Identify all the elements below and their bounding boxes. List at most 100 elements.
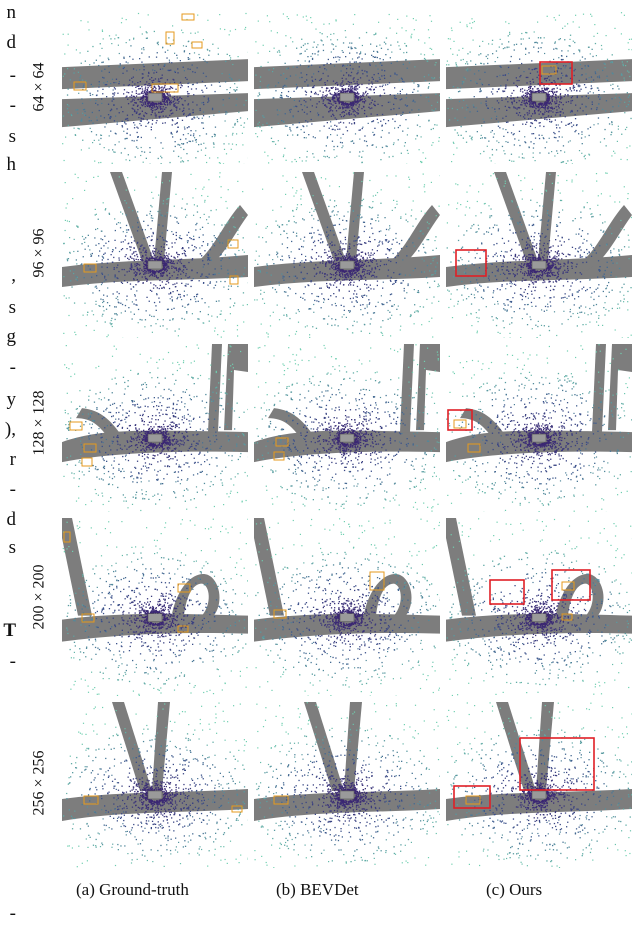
margin-char: r (9, 449, 16, 470)
detection-box (177, 625, 189, 633)
detection-box (63, 531, 71, 543)
margin-char: ), (4, 419, 16, 440)
bev-panel-200-ground-truth (62, 518, 248, 696)
row-label-64: 64 × 64 (31, 62, 48, 112)
lidar-points (446, 518, 632, 696)
highlight-box (539, 61, 573, 85)
road-region (592, 344, 606, 433)
caption-bevdet: (b) BEVDet (276, 880, 359, 899)
road-region (254, 518, 284, 616)
row-label-200: 200 × 200 (31, 564, 48, 630)
bev-panel-64-ground-truth (62, 12, 248, 164)
road-region (538, 172, 556, 261)
detection-box (227, 239, 239, 249)
road-region (254, 613, 440, 642)
detection-box (81, 613, 95, 623)
road-region (364, 574, 412, 618)
detection-box (273, 451, 285, 461)
lidar-points (446, 172, 632, 338)
highlight-box (453, 785, 491, 809)
margin-char: , (11, 265, 16, 286)
lidar-points (446, 12, 632, 164)
detection-box (229, 275, 239, 285)
margin-char: s (8, 537, 16, 558)
ego-vehicle (147, 790, 163, 800)
ego-vehicle (531, 613, 547, 622)
detection-box (81, 457, 93, 467)
ego-vehicle (531, 92, 547, 102)
detection-box (231, 805, 243, 813)
road-region (110, 172, 154, 261)
caption-ours: (c) Ours (486, 880, 543, 899)
road-region (154, 172, 172, 261)
road-region (254, 59, 440, 90)
bev-panel-96-bevdet (254, 172, 440, 338)
road-region (302, 172, 346, 261)
road-region (224, 344, 248, 431)
ego-vehicle (531, 433, 547, 443)
detection-box (541, 65, 557, 75)
bev-panel-256-bevdet (254, 702, 440, 868)
lidar-points (62, 12, 248, 164)
bev-panel-256-ground-truth (62, 702, 248, 868)
road-region (416, 344, 440, 431)
road-region (172, 574, 220, 618)
road-region (608, 344, 632, 431)
margin-char: g (6, 326, 17, 347)
margin-char: - (9, 479, 16, 500)
lidar-points (63, 702, 248, 868)
road-region (268, 408, 314, 441)
lidar-points (446, 702, 632, 868)
highlight-box (447, 409, 473, 431)
detection-box (73, 81, 87, 91)
detection-box (83, 795, 99, 805)
road-region (446, 518, 476, 616)
ego-vehicle (147, 92, 163, 102)
road-region (400, 344, 414, 433)
detection-box (561, 581, 575, 591)
detection-box (151, 83, 179, 93)
ego-vehicle (339, 790, 355, 800)
road-region (190, 204, 248, 271)
ego-vehicle (147, 613, 163, 622)
road-region (254, 93, 440, 128)
ego-vehicle (531, 790, 547, 800)
detection-box (83, 443, 97, 453)
highlight-box (455, 249, 487, 277)
detection-box (275, 437, 289, 447)
bev-panel-256-ours (446, 702, 632, 868)
ego-vehicle (339, 260, 355, 270)
detection-box (273, 609, 287, 619)
highlight-box (489, 579, 525, 605)
margin-char: h (6, 154, 17, 175)
detection-box (465, 795, 481, 805)
bev-panel-64-bevdet (254, 13, 440, 164)
caption-ground-truth: (a) Ground-truth (76, 880, 189, 899)
road-region (62, 613, 248, 642)
ego-vehicle (339, 433, 355, 443)
detection-box (83, 263, 97, 273)
detection-box (191, 41, 203, 49)
road-region (556, 574, 604, 618)
bev-panel-128-ground-truth (62, 344, 248, 512)
road-region (446, 59, 632, 90)
margin-char: n (6, 2, 17, 23)
road-region (62, 518, 92, 616)
highlight-box (519, 737, 595, 791)
lidar-points (63, 172, 248, 338)
detection-box (177, 583, 191, 593)
road-region (254, 430, 440, 463)
road-region (496, 702, 536, 791)
road-region (346, 172, 364, 261)
road-region (208, 344, 222, 433)
margin-char: d (6, 32, 17, 53)
road-region (112, 702, 152, 791)
margin-char: T (3, 620, 16, 641)
margin-char: - (9, 651, 16, 672)
road-region (76, 408, 122, 441)
detection-box (181, 13, 195, 21)
lidar-points (63, 344, 248, 512)
margin-char: - (9, 65, 16, 86)
bev-panel-96-ours (446, 172, 632, 338)
detection-box (165, 31, 175, 45)
